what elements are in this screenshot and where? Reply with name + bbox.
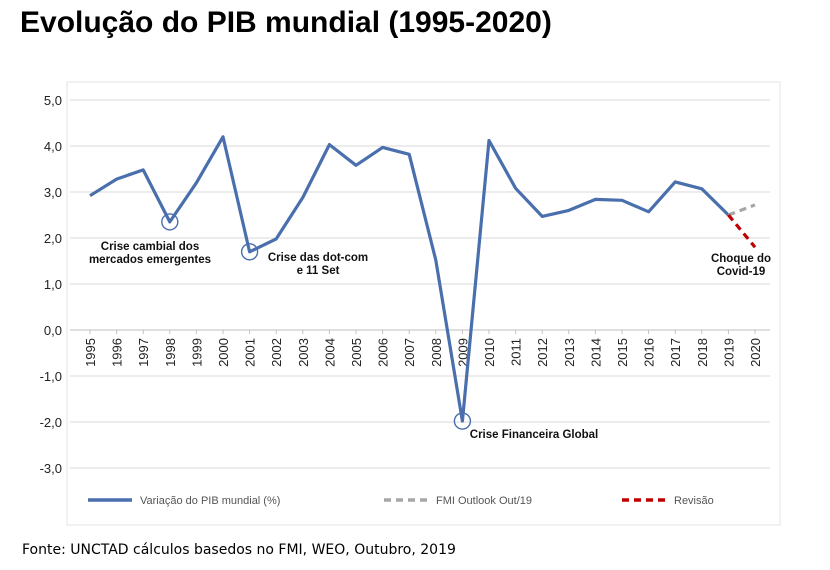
series-lines	[89, 135, 757, 423]
annotation-text: Crise das dot-com	[268, 252, 368, 264]
legend-label: Revisão	[674, 495, 714, 507]
x-tick-label: 2013	[562, 338, 577, 367]
y-tick-label: -3,0	[40, 461, 62, 476]
x-tick-label: 2005	[349, 338, 364, 367]
x-tick-label: 2000	[216, 338, 231, 367]
annotation-text: mercados emergentes	[89, 254, 211, 266]
annotation-circle	[161, 213, 179, 231]
x-tick-label: 2004	[322, 338, 337, 367]
x-tick-label: 1999	[189, 338, 204, 367]
series-line-pib	[89, 135, 730, 423]
x-tick-label: 2020	[748, 338, 763, 367]
x-tick-label: 1997	[136, 338, 151, 367]
annotation-circle	[240, 243, 259, 261]
x-tick-label: 2001	[243, 338, 258, 367]
x-tick-label: 2010	[482, 338, 497, 367]
x-tick-label: 2014	[588, 338, 603, 367]
gridlines	[70, 99, 770, 469]
y-tick-label: 3,0	[44, 185, 62, 200]
x-tick-label: 2003	[296, 338, 311, 367]
annotation-text: Crise cambial dos	[101, 241, 199, 253]
source-note: Fonte: UNCTAD cálculos basedos no FMI, W…	[22, 542, 456, 558]
plot-frame	[66, 81, 781, 526]
y-tick-label: 5,0	[44, 93, 62, 108]
annotation-text: e 11 Set	[297, 265, 340, 277]
x-tick-label: 2018	[695, 338, 710, 367]
y-tick-label: 4,0	[44, 139, 62, 154]
annotation-text: Covid-19	[717, 266, 766, 278]
legend: Variação do PIB mundial (%) FMI Outlook O…	[88, 495, 714, 507]
series-line-fmi-outlook	[727, 203, 756, 217]
annotation-text: Choque do	[711, 253, 771, 265]
annotation-circle	[453, 412, 472, 430]
y-tick-label: -1,0	[40, 369, 62, 384]
x-tick-label: 1998	[163, 338, 178, 367]
x-tick-label: 2016	[642, 338, 657, 367]
x-tick-label: 2012	[535, 338, 550, 367]
x-axis-ticks: 1995 1996 1997 1998 1999 2000 2001 2002 2003 2004…	[83, 330, 763, 367]
y-tick-label: 0,0	[44, 323, 62, 338]
x-tick-label: 2019	[721, 338, 736, 367]
chart-title: Evolução do PIB mundial (1995-2020)	[20, 6, 552, 39]
y-tick-label: 2,0	[44, 231, 62, 246]
x-tick-label: 2008	[429, 338, 444, 367]
x-tick-label: 2011	[509, 338, 524, 366]
y-tick-label: 1,0	[44, 277, 62, 292]
x-tick-label: 1996	[110, 338, 125, 367]
x-tick-label: 2002	[269, 338, 284, 367]
x-tick-label: 2015	[615, 338, 630, 367]
x-tick-label: 2007	[402, 338, 417, 367]
x-tick-label: 1995	[83, 338, 98, 367]
y-axis-ticks: 5,0 4,0 3,0 2,0 1,0 0,0 -1,0 -2,0 -3,0	[40, 93, 62, 476]
x-tick-label: 2017	[668, 338, 683, 367]
legend-label: FMI Outlook Out/19	[436, 495, 532, 507]
x-tick-label: 2006	[376, 338, 391, 367]
legend-label: Variação do PIB mundial (%)	[140, 495, 280, 507]
annotation-text: Crise Financeira Global	[470, 429, 598, 441]
series-line-revisao	[727, 213, 757, 249]
y-tick-label: -2,0	[40, 415, 62, 430]
